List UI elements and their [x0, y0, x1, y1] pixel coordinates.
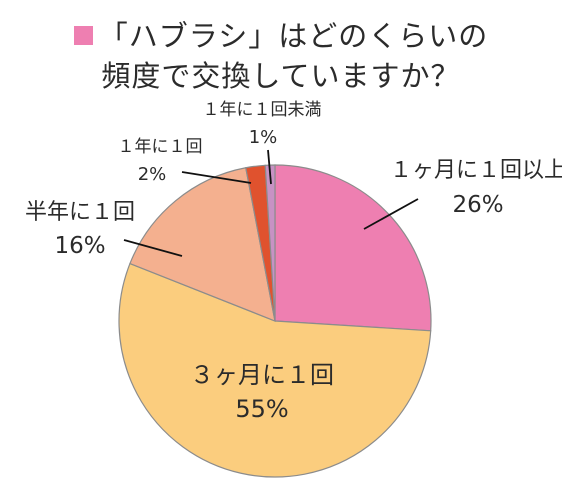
leader-line-yearly [181, 171, 252, 184]
slice-labels: １ヶ月に１回以上 26% ３ヶ月に１回 55% 半年に１回 16% １年に１回 2% １年に１回… [25, 100, 562, 423]
slice-monthly-or-more [274, 164, 432, 332]
leader-line-every-6-months [123, 239, 183, 257]
chart-title-line-1: 「ハブラシ」はどのくらいの [0, 16, 562, 56]
label-name-every-6-months: 半年に１回 [25, 200, 135, 225]
title-marker-icon [73, 26, 93, 45]
leader-line-less-than-yearly [267, 149, 272, 185]
label-name-less-than-yearly: １年に１回未満 [203, 100, 322, 120]
leader-line-monthly-or-more [363, 198, 419, 230]
label-value-less-than-yearly: 1% [249, 127, 278, 148]
label-value-yearly: 2% [138, 164, 167, 185]
label-name-yearly: １年に１回 [118, 137, 203, 157]
slice-every-6-months [129, 167, 276, 322]
label-name-monthly-or-more: １ヶ月に１回以上 [390, 158, 562, 183]
slice-every-3-months [118, 262, 432, 478]
leader-lines [123, 149, 419, 257]
label-value-every-3-months: 55% [235, 395, 288, 423]
label-value-every-6-months: 16% [54, 233, 105, 259]
pie-slices [118, 164, 432, 478]
label-value-monthly-or-more: 26% [452, 192, 503, 218]
chart-title-line-2: 頻度で交換していますか？ [101, 59, 461, 93]
chart-title: 「ハブラシ」はどのくらいの 頻度で交換していますか？ [0, 16, 562, 96]
label-name-every-3-months: ３ヶ月に１回 [190, 361, 334, 389]
